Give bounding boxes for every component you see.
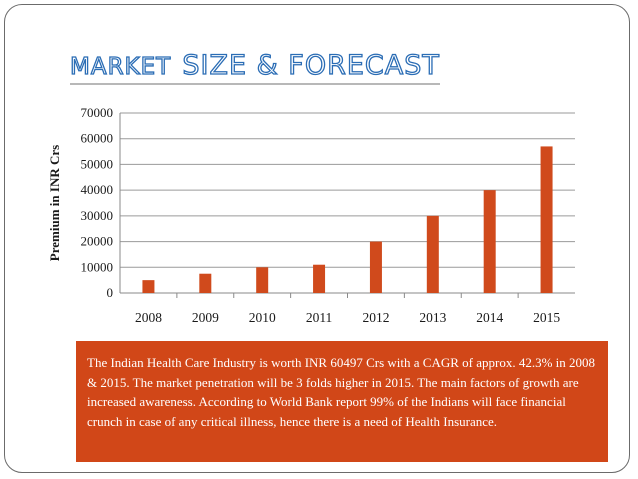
bar [142, 280, 155, 293]
y-tick-label: 0 [107, 285, 114, 300]
bar [426, 215, 439, 293]
y-tick-label: 50000 [81, 156, 114, 171]
bar [313, 264, 326, 293]
bar [369, 241, 382, 293]
title-size-forecast: SIZE & FORECAST [182, 49, 440, 81]
x-tick-label: 2008 [135, 310, 162, 325]
x-tick-label: 2010 [249, 310, 276, 325]
y-axis-title: Premium in INR Crs [47, 145, 62, 261]
y-tick-label: 40000 [81, 182, 114, 197]
x-tick-label: 2013 [419, 310, 446, 325]
y-tick-label: 60000 [81, 131, 114, 146]
y-tick-label: 30000 [81, 208, 114, 223]
bar [256, 267, 269, 293]
bar [540, 146, 553, 293]
description-box: The Indian Health Care Industry is worth… [76, 341, 608, 462]
x-tick-label: 2011 [306, 310, 333, 325]
x-tick-label: 2014 [476, 310, 503, 325]
x-tick-label: 2009 [192, 310, 219, 325]
y-tick-label: 20000 [81, 234, 114, 249]
x-tick-label: 2012 [362, 310, 389, 325]
x-tick-label: 2015 [533, 310, 560, 325]
y-tick-label: 10000 [81, 259, 114, 274]
slide-title: MARKET SIZE & FORECAST [69, 44, 440, 85]
bar [483, 190, 496, 293]
bar [199, 273, 212, 293]
y-tick-label: 70000 [81, 105, 114, 120]
title-market: MARKET [69, 53, 172, 80]
